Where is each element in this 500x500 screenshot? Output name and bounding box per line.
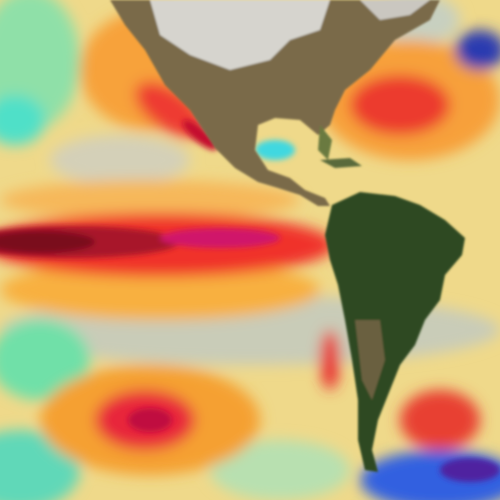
neutral-patch: [50, 135, 190, 185]
snow: [360, 0, 430, 20]
equatorial-core: [0, 119, 500, 482]
cool-patch: [0, 95, 45, 145]
land: [325, 192, 465, 472]
florida: [318, 125, 332, 160]
cool-patch: [0, 320, 90, 400]
hot-core: [128, 408, 172, 432]
snow: [150, 0, 330, 70]
cold-patch: [455, 30, 500, 70]
andes-arid: [355, 320, 385, 400]
hot-core: [182, 119, 218, 151]
cold-core: [440, 458, 500, 482]
gulf-cool: [255, 140, 295, 160]
hot-patch: [350, 75, 450, 135]
caribbean-islands: [320, 158, 362, 168]
warm-band: [0, 260, 320, 320]
hot-core: [0, 231, 95, 253]
hot-patch: [400, 390, 480, 450]
south-america: [325, 192, 465, 472]
hot-core: [160, 228, 280, 248]
cool-patch: [210, 440, 350, 500]
north-america: [110, 0, 440, 206]
warm-band: [0, 180, 300, 220]
hot-patch: [320, 330, 340, 390]
